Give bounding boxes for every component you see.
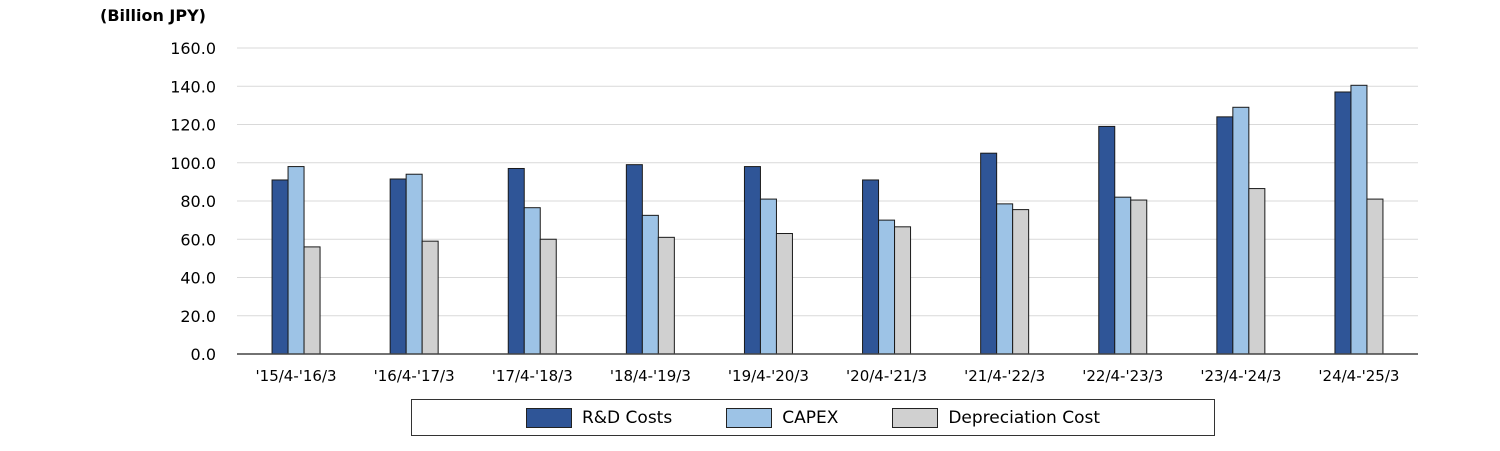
y-tick-label: 100.0 (170, 154, 216, 173)
bar-depreciation-cost (1366, 198, 1384, 355)
bar-r-d-costs (980, 152, 998, 355)
y-tick-label: 60.0 (180, 230, 216, 249)
y-tick-label: 20.0 (180, 307, 216, 326)
bar-capex (523, 207, 541, 355)
legend-label-depreciation-cost: Depreciation Cost (948, 407, 1101, 428)
x-tick-label: '16/4-'17/3 (374, 367, 455, 385)
bar-depreciation-cost (657, 236, 675, 355)
bar-r-d-costs (1098, 125, 1116, 355)
bar-depreciation-cost (421, 240, 439, 355)
bar-depreciation-cost (1012, 209, 1030, 355)
legend: R&D Costs CAPEX Depreciation Cost (411, 399, 1215, 436)
x-tick-label: '23/4-'24/3 (1200, 367, 1281, 385)
y-axis-unit-label: (Billion JPY) (100, 6, 206, 25)
x-tick-label: '20/4-'21/3 (846, 367, 927, 385)
bar-depreciation-cost (539, 238, 557, 355)
legend-item-rd-costs: R&D Costs (525, 407, 673, 428)
bar-r-d-costs (1216, 116, 1234, 355)
bar-depreciation-cost (1248, 188, 1266, 355)
bar-depreciation-cost (894, 226, 912, 355)
legend-swatch-depreciation-cost (892, 407, 939, 428)
bar-capex (287, 166, 305, 355)
legend-item-depreciation-cost: Depreciation Cost (892, 407, 1101, 428)
x-tick-label: '22/4-'23/3 (1082, 367, 1163, 385)
bar-capex (759, 198, 777, 355)
bar-depreciation-cost (775, 233, 793, 355)
y-tick-label: 140.0 (170, 77, 216, 96)
x-tick-label: '24/4-'25/3 (1318, 367, 1399, 385)
bar-r-d-costs (862, 179, 880, 355)
y-tick-label: 80.0 (180, 192, 216, 211)
bar-capex (405, 173, 423, 355)
x-tick-label: '15/4-'16/3 (256, 367, 337, 385)
x-axis-ticks: '15/4-'16/3 '16/4-'17/3 '17/4-'18/3 '18/4-'… (256, 367, 1400, 385)
bars (271, 84, 1384, 355)
bar-capex (878, 219, 896, 355)
bar-capex (641, 214, 659, 355)
x-tick-label: '18/4-'19/3 (610, 367, 691, 385)
bar-capex (996, 203, 1014, 355)
bar-capex (1232, 106, 1250, 355)
bar-depreciation-cost (1130, 199, 1148, 355)
bar-r-d-costs (507, 167, 525, 355)
bar-r-d-costs (625, 164, 643, 355)
bar-capex (1114, 196, 1132, 355)
bar-r-d-costs (271, 179, 289, 355)
y-tick-label: 0.0 (191, 345, 216, 364)
bar-r-d-costs (389, 178, 407, 355)
legend-label-rd-costs: R&D Costs (581, 407, 673, 428)
bar-capex (1350, 84, 1368, 355)
y-tick-label: 160.0 (170, 39, 216, 58)
legend-swatch-rd-costs (525, 407, 572, 428)
y-axis-ticks: 0.0 20.0 40.0 60.0 80.0 100.0 120.0 140.0 160.0 (170, 39, 216, 364)
bar-r-d-costs (1334, 91, 1352, 355)
x-tick-label: '17/4-'18/3 (492, 367, 573, 385)
bar-depreciation-cost (303, 246, 321, 355)
legend-label-capex: CAPEX (782, 407, 839, 428)
legend-item-capex: CAPEX (726, 407, 839, 428)
bar-r-d-costs (743, 166, 761, 355)
x-tick-label: '19/4-'20/3 (728, 367, 809, 385)
y-tick-label: 120.0 (170, 116, 216, 135)
y-tick-label: 40.0 (180, 269, 216, 288)
x-tick-label: '21/4-'22/3 (964, 367, 1045, 385)
legend-swatch-capex (726, 407, 773, 428)
